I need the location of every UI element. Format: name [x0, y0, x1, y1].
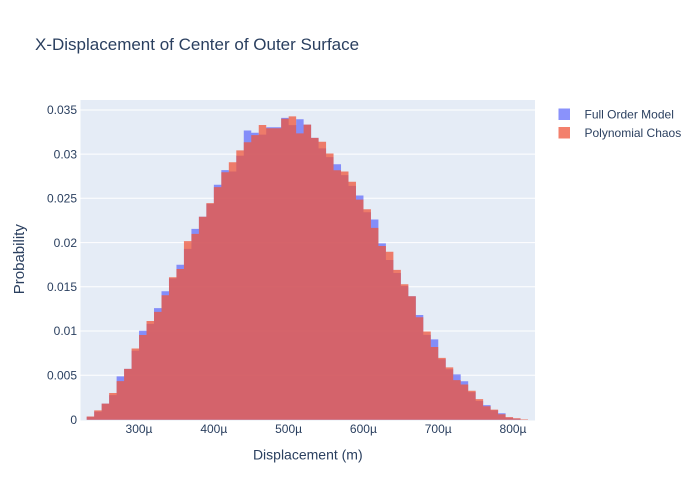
svg-text:300µ: 300µ: [126, 422, 153, 436]
svg-text:0.035: 0.035: [47, 103, 77, 117]
svg-text:0.03: 0.03: [54, 147, 78, 161]
svg-text:0.02: 0.02: [54, 236, 78, 250]
svg-text:0: 0: [70, 413, 77, 427]
svg-text:0.025: 0.025: [47, 192, 77, 206]
svg-text:0.01: 0.01: [54, 324, 78, 338]
svg-text:Displacement (m): Displacement (m): [253, 447, 363, 463]
svg-text:0.005: 0.005: [47, 368, 77, 382]
svg-text:400µ: 400µ: [200, 422, 227, 436]
svg-text:0.015: 0.015: [47, 280, 77, 294]
svg-text:Polynomial Chaos: Polynomial Chaos: [585, 126, 682, 140]
svg-text:Probability: Probability: [11, 224, 28, 295]
svg-text:600µ: 600µ: [350, 422, 377, 436]
svg-text:Full Order Model: Full Order Model: [585, 108, 674, 122]
svg-text:700µ: 700µ: [425, 422, 452, 436]
svg-text:800µ: 800µ: [500, 422, 527, 436]
svg-text:500µ: 500µ: [275, 422, 302, 436]
svg-text:X-Displacement of Center of Ou: X-Displacement of Center of Outer Surfac…: [35, 35, 359, 54]
